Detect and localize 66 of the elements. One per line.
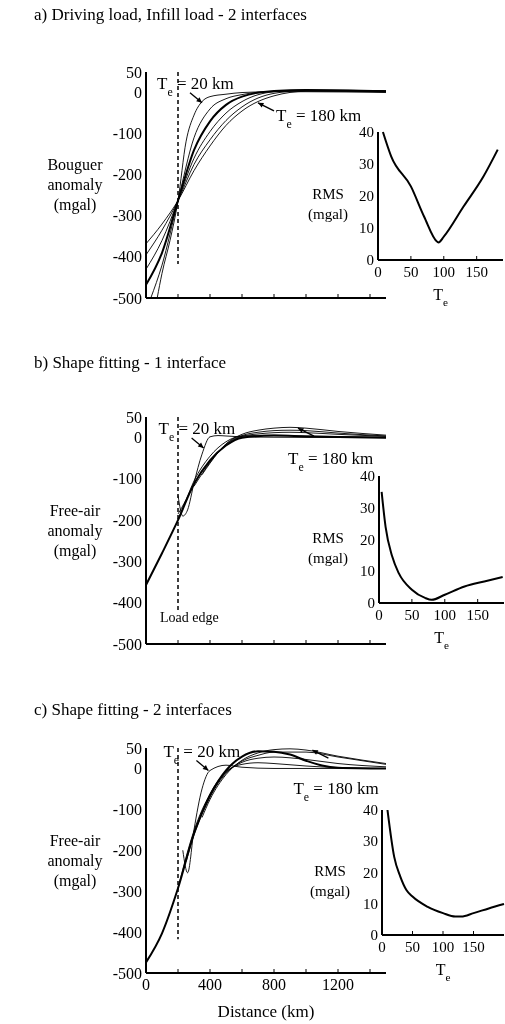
y-tick-label: 20 bbox=[363, 864, 378, 881]
x-tick-label: 50 bbox=[405, 939, 420, 955]
y-tick-label: 50 bbox=[126, 739, 142, 757]
y-tick-label: 10 bbox=[363, 895, 378, 912]
y-tick-label: 0 bbox=[134, 84, 142, 102]
y-tick-label: 50 bbox=[126, 408, 142, 426]
y-tick-label: 30 bbox=[360, 499, 375, 516]
y-tick-label: -300 bbox=[112, 552, 142, 570]
ref-line-label: Load edge bbox=[160, 609, 219, 625]
y-tick-label: -100 bbox=[112, 125, 142, 143]
x-axis-title: T$_{e}$ bbox=[435, 961, 451, 983]
x-tick-label: 150 bbox=[462, 939, 485, 955]
y-tick-label: -200 bbox=[112, 166, 142, 184]
y-tick-label: -300 bbox=[112, 882, 142, 900]
y-tick-label: 50 bbox=[126, 63, 142, 81]
x-tick-label: 400 bbox=[198, 976, 222, 993]
annotation: T$_{e}$ = 180 km bbox=[293, 779, 379, 805]
chart-title: c) Shape fitting - 2 interfaces bbox=[34, 700, 232, 719]
x-tick-label: 50 bbox=[404, 607, 420, 623]
x-axis-title: T$_{e}$ bbox=[434, 629, 449, 651]
y-tick-label: 30 bbox=[359, 156, 374, 172]
x-tick-label: 100 bbox=[433, 607, 457, 623]
y-tick-label: -200 bbox=[112, 841, 142, 859]
y-axis-title: Free-air anomaly (mgal) bbox=[47, 501, 103, 560]
x-tick-label: 150 bbox=[466, 607, 489, 623]
y-tick-label: 40 bbox=[359, 124, 374, 140]
y-tick-label: 0 bbox=[367, 595, 375, 611]
annotation: T$_{e}$ = 180 km bbox=[276, 105, 362, 131]
y-tick-label: 10 bbox=[360, 563, 375, 580]
x-tick-label: 1200 bbox=[322, 976, 354, 993]
y-axis-title: Bouguer anomaly (mgal) bbox=[47, 156, 104, 214]
y-tick-label: 0 bbox=[134, 759, 142, 777]
annotation: T$_{e}$ = 20 km bbox=[163, 741, 241, 767]
x-axis-title: T$_{e}$ bbox=[433, 286, 448, 308]
y-tick-label: -400 bbox=[112, 248, 142, 266]
x-tick-label: 800 bbox=[262, 976, 286, 993]
y-tick-label: -300 bbox=[112, 207, 142, 225]
y-tick-label: 30 bbox=[363, 833, 378, 850]
x-tick-label: 100 bbox=[431, 939, 455, 955]
y-axis-title: RMS (mgal) bbox=[310, 862, 350, 900]
y-tick-label: -400 bbox=[112, 594, 142, 612]
y-tick-label: 40 bbox=[363, 802, 378, 818]
y-tick-label: -100 bbox=[112, 800, 142, 818]
y-tick-label: 20 bbox=[359, 188, 374, 204]
x-axis-title: Distance (km) bbox=[217, 1002, 315, 1021]
y-tick-label: -200 bbox=[112, 511, 142, 529]
annotation: T$_{e}$ = 20 km bbox=[157, 73, 234, 99]
chart-title: b) Shape fitting - 1 interface bbox=[34, 353, 227, 372]
x-tick-label: 150 bbox=[465, 264, 488, 280]
chart-title: a) Driving load, Infill load - 2 interfaces bbox=[34, 5, 307, 24]
y-tick-label: -100 bbox=[112, 470, 142, 488]
annotation: T$_{e}$ = 20 km bbox=[158, 418, 236, 444]
y-tick-label: -500 bbox=[112, 289, 142, 307]
x-tick-label: 50 bbox=[403, 264, 419, 280]
y-axis-title: RMS (mgal) bbox=[308, 529, 348, 567]
y-tick-label: -500 bbox=[112, 635, 142, 653]
y-tick-label: 10 bbox=[359, 220, 374, 236]
x-tick-label: 100 bbox=[432, 264, 456, 280]
y-axis-title: Free-air anomaly (mgal) bbox=[47, 831, 103, 890]
y-tick-label: 0 bbox=[366, 252, 374, 268]
y-tick-label: 20 bbox=[360, 531, 375, 548]
y-tick-label: 0 bbox=[370, 927, 378, 943]
y-axis-title: RMS (mgal) bbox=[308, 186, 348, 223]
y-tick-label: -400 bbox=[112, 923, 142, 941]
y-tick-label: -500 bbox=[112, 964, 142, 982]
y-tick-label: 0 bbox=[134, 429, 142, 447]
